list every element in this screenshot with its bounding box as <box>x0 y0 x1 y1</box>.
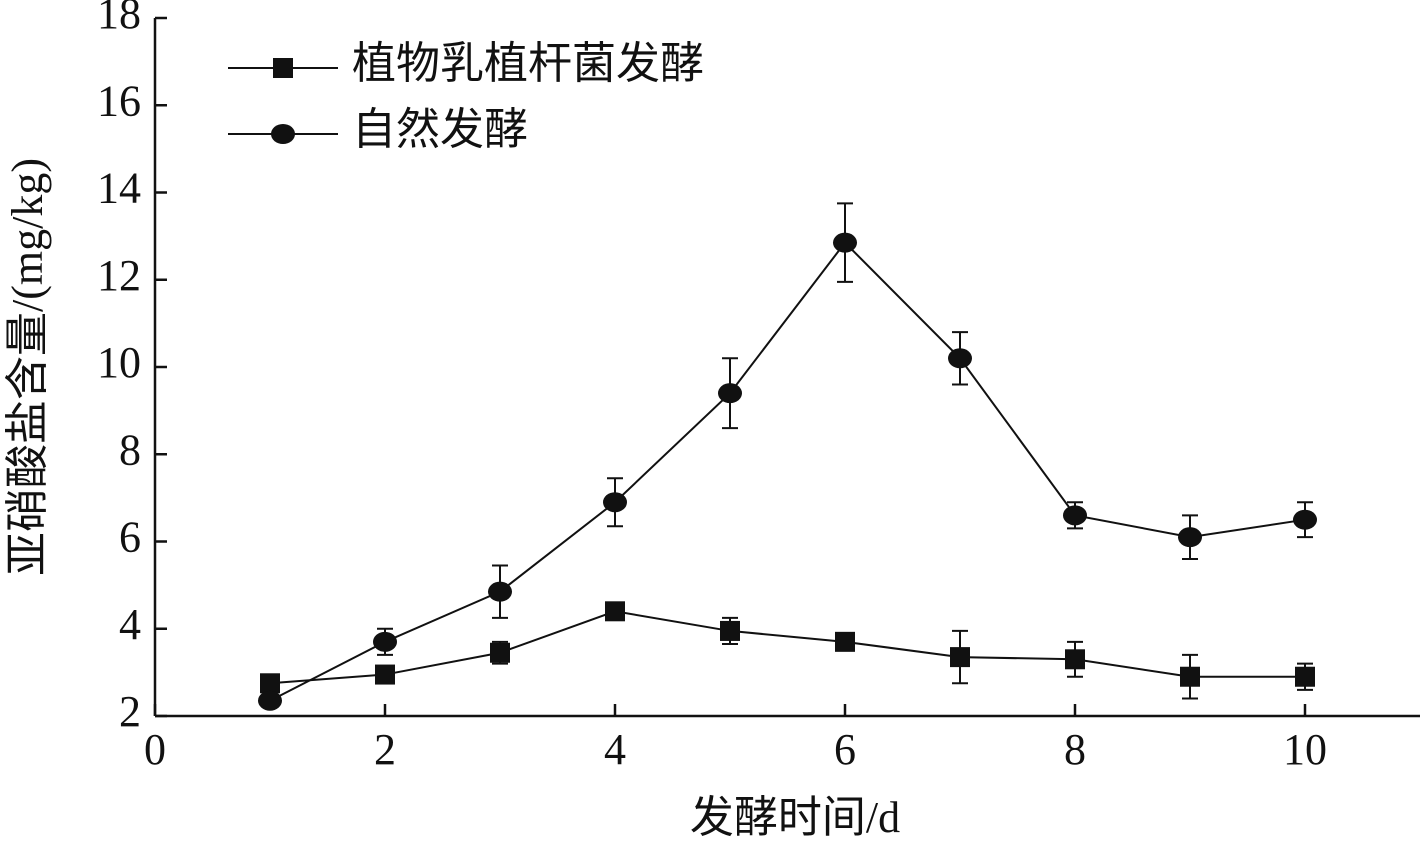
x-tick-label: 6 <box>834 725 856 774</box>
y-axis-label: 亚硝酸盐含量/(mg/kg) <box>3 158 52 576</box>
x-tick-label: 8 <box>1064 725 1086 774</box>
marker <box>1065 649 1085 670</box>
y-tick-label: 4 <box>119 600 141 649</box>
marker <box>1178 527 1202 548</box>
y-tick-label: 14 <box>97 164 141 213</box>
x-tick-label: 2 <box>374 725 396 774</box>
y-tick-label: 16 <box>97 76 141 125</box>
marker <box>718 383 742 404</box>
marker <box>948 348 972 369</box>
y-tick-label: 12 <box>97 251 141 300</box>
y-tick-label: 18 <box>97 0 141 38</box>
y-tick-label: 10 <box>97 338 141 387</box>
marker <box>1063 505 1087 526</box>
marker <box>835 631 855 652</box>
marker <box>258 690 282 711</box>
legend-label: 自然发酵 <box>352 105 528 154</box>
marker <box>720 620 740 641</box>
marker <box>605 601 625 622</box>
marker <box>490 642 510 663</box>
marker <box>488 581 512 602</box>
marker <box>603 492 627 513</box>
y-tick-label: 2 <box>119 687 141 736</box>
marker <box>273 58 293 78</box>
legend-label: 植物乳植杆菌发酵 <box>352 39 704 88</box>
marker <box>833 232 857 253</box>
y-tick-label: 6 <box>119 513 141 562</box>
marker <box>1295 666 1315 687</box>
y-tick-label: 8 <box>119 425 141 474</box>
x-tick-label: 4 <box>604 725 626 774</box>
x-axis-label: 发酵时间/d <box>690 793 900 842</box>
marker <box>1293 509 1317 530</box>
marker <box>271 124 295 144</box>
marker <box>950 647 970 668</box>
marker <box>260 673 280 694</box>
marker <box>373 631 397 652</box>
marker <box>1180 666 1200 687</box>
series-line <box>269 241 1306 702</box>
series-line <box>269 610 1305 685</box>
x-tick-label: 0 <box>144 725 166 774</box>
x-tick-label: 10 <box>1283 725 1327 774</box>
marker <box>375 664 395 685</box>
